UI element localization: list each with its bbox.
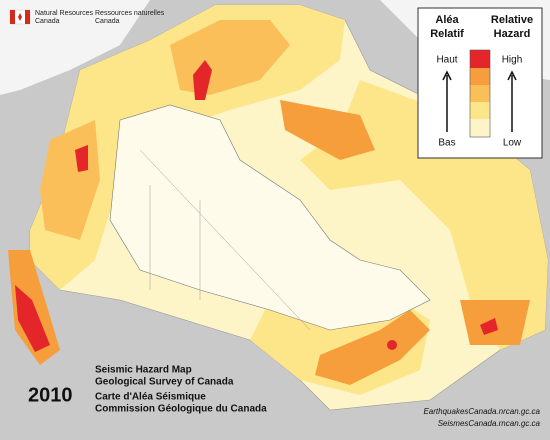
legend-title: Relative [491, 14, 533, 26]
legend-swatch [470, 102, 490, 119]
flag-band [10, 10, 15, 24]
hazard-mod [30, 5, 345, 290]
province-border [139, 149, 311, 331]
hazard-very-high [193, 60, 212, 100]
legend-arrow [507, 70, 517, 132]
legend-arrow [442, 70, 452, 132]
hazard-high [280, 100, 375, 160]
hazard-very-high [387, 340, 397, 350]
agency: Canada [35, 18, 60, 25]
hazard-high [315, 310, 430, 385]
agency: Natural Resources [35, 10, 93, 17]
agency: Canada [95, 18, 120, 25]
agency: Ressources naturelles [95, 10, 165, 17]
legend-title: Hazard [494, 28, 531, 40]
legend-swatch [470, 119, 490, 137]
legend-swatch [470, 85, 490, 102]
year: 2010 [28, 384, 73, 406]
legend-label: Bas [438, 138, 455, 149]
water [0, 0, 150, 95]
hazard-very-high [480, 318, 498, 335]
legend-label: Haut [436, 55, 457, 66]
flag-band [25, 10, 30, 24]
map-title: Geological Survey of Canada [95, 377, 234, 388]
map-title: Commission Géologique du Canada [95, 404, 267, 415]
legend-ramp [469, 49, 491, 138]
flag-leaf [18, 13, 22, 21]
map-title: Carte d'Aléa Séismique [95, 392, 206, 403]
legend-swatch [470, 68, 490, 85]
url: SeismesCanada.rncan.gc.ca [438, 419, 541, 428]
legend-label: Low [503, 138, 522, 149]
legend-title: Relatif [430, 28, 464, 40]
hazard-very-high [75, 145, 88, 172]
map-title: Seismic Hazard Map [95, 365, 192, 376]
url: EarthquakesCanada.nrcan.gc.ca [423, 407, 540, 416]
legend-title: Aléa [435, 14, 459, 26]
mainland [109, 104, 431, 331]
legend-label: High [502, 55, 523, 66]
hazard-very-high [15, 285, 50, 352]
legend-swatch [470, 50, 490, 68]
